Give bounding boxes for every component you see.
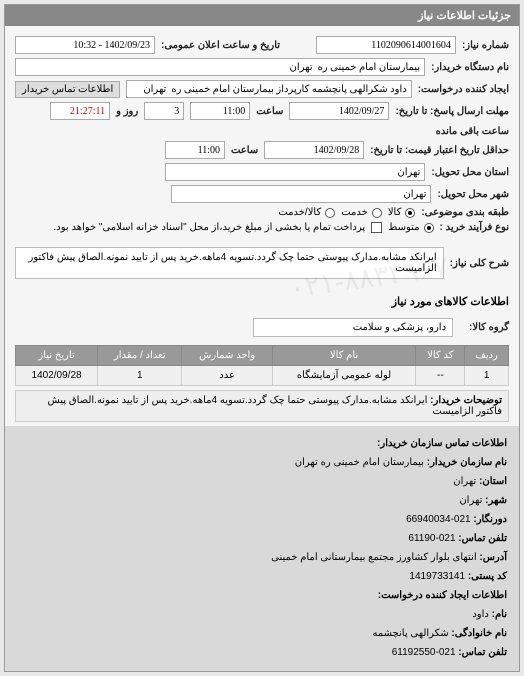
resp-time-input[interactable] (190, 102, 250, 120)
req-no-input[interactable] (316, 36, 456, 54)
col-date: تاریخ نیاز (16, 346, 98, 366)
resp-deadline-label: مهلت ارسال پاسخ: تا تاریخ: (395, 106, 509, 117)
remain-suffix: ساعت باقی مانده (436, 126, 509, 137)
radio-dot-icon (424, 223, 434, 233)
creator-tel-label: تلفن تماس: (458, 647, 507, 658)
col-idx: ردیف (465, 346, 509, 366)
contact-addr: انتهای بلوار کشاورز مجتمع بیمارستانی اما… (271, 552, 476, 563)
contact-org-label: نام سازمان خریدار: (427, 457, 507, 468)
radio-both-label: کالا/خدمت (278, 207, 321, 218)
col-name: نام کالا (272, 346, 416, 366)
remarks-box: توضیحات خریدار: ایرانکد مشابه.مدارک پیوس… (15, 390, 509, 422)
contact-org: بیمارستان امام خمینی ره تهران (295, 457, 424, 468)
cell-date: 1402/09/28 (16, 366, 98, 386)
contact-tel-label: تلفن تماس: (458, 533, 507, 544)
contact-section: اطلاعات تماس سازمان خریدار: نام سازمان خ… (5, 426, 519, 671)
remarks-label: توضیحات خریدار: (430, 395, 502, 406)
radio-dot-icon (325, 208, 335, 218)
announce-input[interactable] (15, 36, 155, 54)
creator-tel: 021-61192550 (392, 647, 456, 658)
contact-buyer-button[interactable]: اطلاعات تماس خریدار (15, 81, 120, 98)
creator-header: اطلاعات ایجاد کننده درخواست: (378, 590, 507, 601)
contact-post: 1419733141 (409, 571, 465, 582)
col-code: کد کالا (416, 346, 465, 366)
group-label: گروه کالا: (469, 322, 509, 333)
radio-dot-icon (372, 208, 382, 218)
table-header-row: ردیف کد کالا نام کالا واحد شمارش تعداد /… (16, 346, 509, 366)
time-label-1: ساعت (256, 106, 283, 117)
delivery-prov-label: استان محل تحویل: (431, 167, 509, 178)
cell-qty: 1 (98, 366, 182, 386)
buyer-org-input[interactable] (15, 58, 425, 76)
remain-days-input (144, 102, 184, 120)
delivery-city-input[interactable] (171, 185, 431, 203)
radio-goods[interactable]: کالا (388, 207, 416, 218)
time-label-2: ساعت (231, 145, 258, 156)
creator-name: داود (472, 609, 489, 620)
radio-mid[interactable]: متوسط (388, 222, 433, 233)
cell-code: -- (416, 366, 465, 386)
radio-service[interactable]: خدمت (341, 207, 382, 218)
buy-type-label: نوع فرآیند خرید : (440, 222, 509, 233)
contact-post-label: کد پستی: (468, 571, 507, 582)
key-label: شرح کلی نیاز: (450, 258, 509, 269)
delivery-city-label: شهر محل تحویل: (437, 189, 509, 200)
pay-note: پرداخت تمام یا بخشی از مبلغ خرید،از محل … (54, 222, 366, 233)
radio-both[interactable]: کالا/خدمت (278, 207, 335, 218)
price-deadline-label: حداقل تاریخ اعتبار قیمت: تا تاریخ: (370, 145, 509, 156)
details-panel: جزئیات اطلاعات نیاز شماره نیاز: تاریخ و … (4, 4, 520, 672)
budget-label: طبقه بندی موضوعی: (421, 207, 509, 218)
contact-city: تهران (459, 495, 482, 506)
radio-mid-label: متوسط (388, 222, 419, 233)
radio-service-label: خدمت (341, 207, 368, 218)
key-desc-box: ایرانکد مشابه.مدارک پیوستی حتما چک گردد.… (15, 247, 444, 279)
creator-name-label: نام: (492, 609, 507, 620)
contact-prov-label: استان: (479, 476, 507, 487)
resp-date-input[interactable] (289, 102, 389, 120)
group-box: دارو، پزشکی و سلامت (253, 318, 453, 337)
contact-tel: 021-61190 (408, 533, 455, 544)
contact-fax: 021-66940034 (406, 514, 471, 525)
req-no-label: شماره نیاز: (462, 40, 509, 51)
delivery-prov-input[interactable] (165, 163, 425, 181)
form-section: شماره نیاز: تاریخ و ساعت اعلان عمومی: نا… (5, 26, 519, 243)
pay-checkbox[interactable] (371, 222, 382, 233)
creator-lname-label: نام خانوادگی: (451, 628, 507, 639)
table-row[interactable]: 1 -- لوله عمومی آزمایشگاه عدد 1 1402/09/… (16, 366, 509, 386)
col-unit: واحد شمارش (182, 346, 272, 366)
creator-label: ایجاد کننده درخواست: (418, 84, 509, 95)
goods-section-title: اطلاعات کالاهای مورد نیاز (5, 289, 519, 310)
price-date-input[interactable] (264, 141, 364, 159)
contact-header: اطلاعات تماس سازمان خریدار: (377, 438, 507, 449)
cell-name: لوله عمومی آزمایشگاه (272, 366, 416, 386)
contact-city-label: شهر: (485, 495, 507, 506)
contact-prov: تهران (453, 476, 476, 487)
contact-fax-label: دورنگار: (473, 514, 507, 525)
buyer-org-label: نام دستگاه خریدار: (431, 62, 509, 73)
panel-title: جزئیات اطلاعات نیاز (5, 5, 519, 26)
cell-unit: عدد (182, 366, 272, 386)
price-time-input[interactable] (165, 141, 225, 159)
contact-addr-label: آدرس: (479, 552, 507, 563)
radio-dot-icon (405, 208, 415, 218)
creator-input[interactable] (126, 80, 411, 98)
cell-idx: 1 (465, 366, 509, 386)
col-qty: تعداد / مقدار (98, 346, 182, 366)
announce-label: تاریخ و ساعت اعلان عمومی: (161, 40, 280, 51)
remain-days-label: روز و (116, 106, 138, 117)
goods-table: ردیف کد کالا نام کالا واحد شمارش تعداد /… (15, 345, 509, 386)
creator-lname: شکرالهی پانچشمه (372, 628, 448, 639)
remain-time-input (50, 102, 110, 120)
radio-goods-label: کالا (388, 207, 402, 218)
